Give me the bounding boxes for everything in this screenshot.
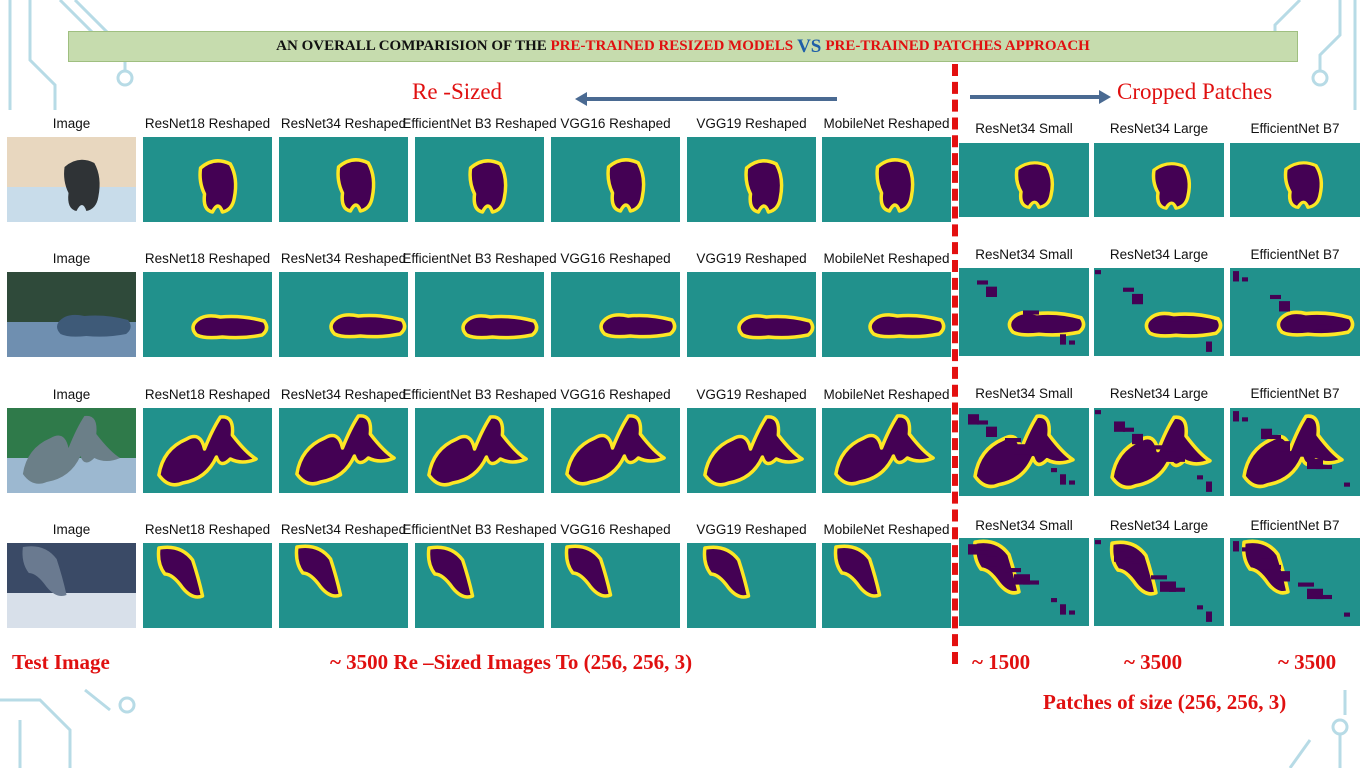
column-label: MobileNet Reshaped	[823, 251, 950, 266]
patch-column-label: ResNet34 Large	[1109, 121, 1209, 136]
title-part-3: PRE-TRAINED PATCHES APPROACH	[825, 38, 1090, 54]
patch-column-label: ResNet34 Small	[975, 386, 1073, 401]
column-label: Image	[52, 116, 91, 131]
patch-mask-tile	[1094, 538, 1224, 626]
patch-mask-tile	[959, 268, 1089, 356]
patch-column-label: EfficientNet B7	[1250, 518, 1340, 533]
title-part-1: AN OVERALL COMPARISION OF THE	[276, 38, 547, 54]
segmentation-mask-tile	[143, 272, 272, 357]
column-label: VGG16 Reshaped	[560, 251, 671, 266]
segmentation-mask-tile	[551, 137, 680, 222]
patch-mask-tile	[1230, 268, 1360, 356]
segmentation-mask-tile	[822, 137, 951, 222]
segmentation-mask-tile	[143, 543, 272, 628]
segmentation-mask-tile	[415, 408, 544, 493]
count-large-label: ~ 3500	[1124, 650, 1183, 674]
resized-section-label: Re -Sized	[412, 79, 503, 104]
right-arrow-icon	[970, 90, 1111, 104]
column-label: Image	[52, 251, 91, 266]
test-image-tile	[7, 543, 136, 628]
column-label: VGG19 Reshaped	[696, 251, 807, 266]
test-image-tile	[7, 408, 136, 493]
test-image-tile	[7, 137, 136, 222]
patch-mask-tile	[1230, 408, 1360, 496]
title-banner: AN OVERALL COMPARISION OF THE PRE-TRAINE…	[68, 31, 1298, 62]
column-label: VGG16 Reshaped	[560, 116, 671, 131]
segmentation-mask-tile	[279, 137, 408, 222]
column-label: VGG19 Reshaped	[696, 522, 807, 537]
patch-mask-tile	[959, 408, 1089, 496]
column-label: Image	[52, 522, 91, 537]
section-divider	[952, 64, 958, 664]
patch-column-label: EfficientNet B7	[1250, 121, 1340, 136]
segmentation-mask-tile	[415, 137, 544, 222]
segmentation-mask-tile	[687, 408, 816, 493]
column-label: EfficientNet B3 Reshaped	[402, 251, 557, 266]
segmentation-mask-tile	[822, 408, 951, 493]
segmentation-mask-tile	[551, 408, 680, 493]
patch-size-label: Patches of size (256, 256, 3)	[1043, 690, 1287, 714]
column-label: EfficientNet B3 Reshaped	[402, 387, 557, 402]
segmentation-mask-tile	[279, 272, 408, 357]
title-part-2: PRE-TRAINED RESIZED MODELS	[550, 38, 794, 54]
patch-column-label: ResNet34 Large	[1109, 518, 1209, 533]
column-label: VGG16 Reshaped	[560, 387, 671, 402]
column-label: ResNet18 Reshaped	[144, 387, 271, 402]
segmentation-mask-tile	[415, 543, 544, 628]
column-label: ResNet18 Reshaped	[144, 116, 271, 131]
segmentation-mask-tile	[143, 137, 272, 222]
patch-mask-tile	[1094, 268, 1224, 356]
segmentation-mask-tile	[687, 137, 816, 222]
segmentation-mask-tile	[687, 272, 816, 357]
column-label: EfficientNet B3 Reshaped	[402, 116, 557, 131]
patch-mask-tile	[1094, 408, 1224, 496]
column-label: VGG19 Reshaped	[696, 387, 807, 402]
segmentation-mask-tile	[415, 272, 544, 357]
test-image-tile	[7, 272, 136, 357]
patch-column-label: EfficientNet B7	[1250, 386, 1340, 401]
column-label: ResNet34 Reshaped	[280, 251, 407, 266]
segmentation-mask-tile	[551, 272, 680, 357]
column-label: MobileNet Reshaped	[823, 522, 950, 537]
column-label: VGG19 Reshaped	[696, 116, 807, 131]
segmentation-mask-tile	[143, 408, 272, 493]
title-vs: VS	[797, 35, 822, 57]
column-label: ResNet18 Reshaped	[144, 251, 271, 266]
column-label: EfficientNet B3 Reshaped	[402, 522, 557, 537]
column-label: MobileNet Reshaped	[823, 387, 950, 402]
column-label: ResNet34 Reshaped	[280, 387, 407, 402]
segmentation-mask-tile	[279, 543, 408, 628]
count-small-label: ~ 1500	[972, 650, 1031, 674]
column-label: ResNet18 Reshaped	[144, 522, 271, 537]
resized-count-label: ~ 3500 Re –Sized Images To (256, 256, 3)	[330, 650, 693, 674]
segmentation-mask-tile	[279, 408, 408, 493]
patch-column-label: ResNet34 Small	[975, 121, 1073, 136]
cropped-section-label: Cropped Patches	[1117, 79, 1273, 104]
column-label: Image	[52, 387, 91, 402]
left-arrow-icon	[575, 92, 837, 106]
patch-column-label: ResNet34 Small	[975, 518, 1073, 533]
patch-mask-tile	[1230, 538, 1360, 626]
patch-column-label: ResNet34 Small	[975, 247, 1073, 262]
segmentation-mask-tile	[551, 543, 680, 628]
patch-mask-tile	[1230, 143, 1360, 217]
patch-mask-tile	[959, 143, 1089, 217]
count-b7-label: ~ 3500	[1278, 650, 1337, 674]
segmentation-mask-tile	[822, 543, 951, 628]
column-label: ResNet34 Reshaped	[280, 522, 407, 537]
patch-column-label: ResNet34 Large	[1109, 386, 1209, 401]
column-label: VGG16 Reshaped	[560, 522, 671, 537]
test-image-label: Test Image	[12, 650, 110, 674]
patch-mask-tile	[1094, 143, 1224, 217]
column-label: ResNet34 Reshaped	[280, 116, 407, 131]
segmentation-mask-tile	[822, 272, 951, 357]
patch-column-label: EfficientNet B7	[1250, 247, 1340, 262]
segmentation-mask-tile	[687, 543, 816, 628]
column-label: MobileNet Reshaped	[823, 116, 950, 131]
patch-column-label: ResNet34 Large	[1109, 247, 1209, 262]
patch-mask-tile	[959, 538, 1089, 626]
